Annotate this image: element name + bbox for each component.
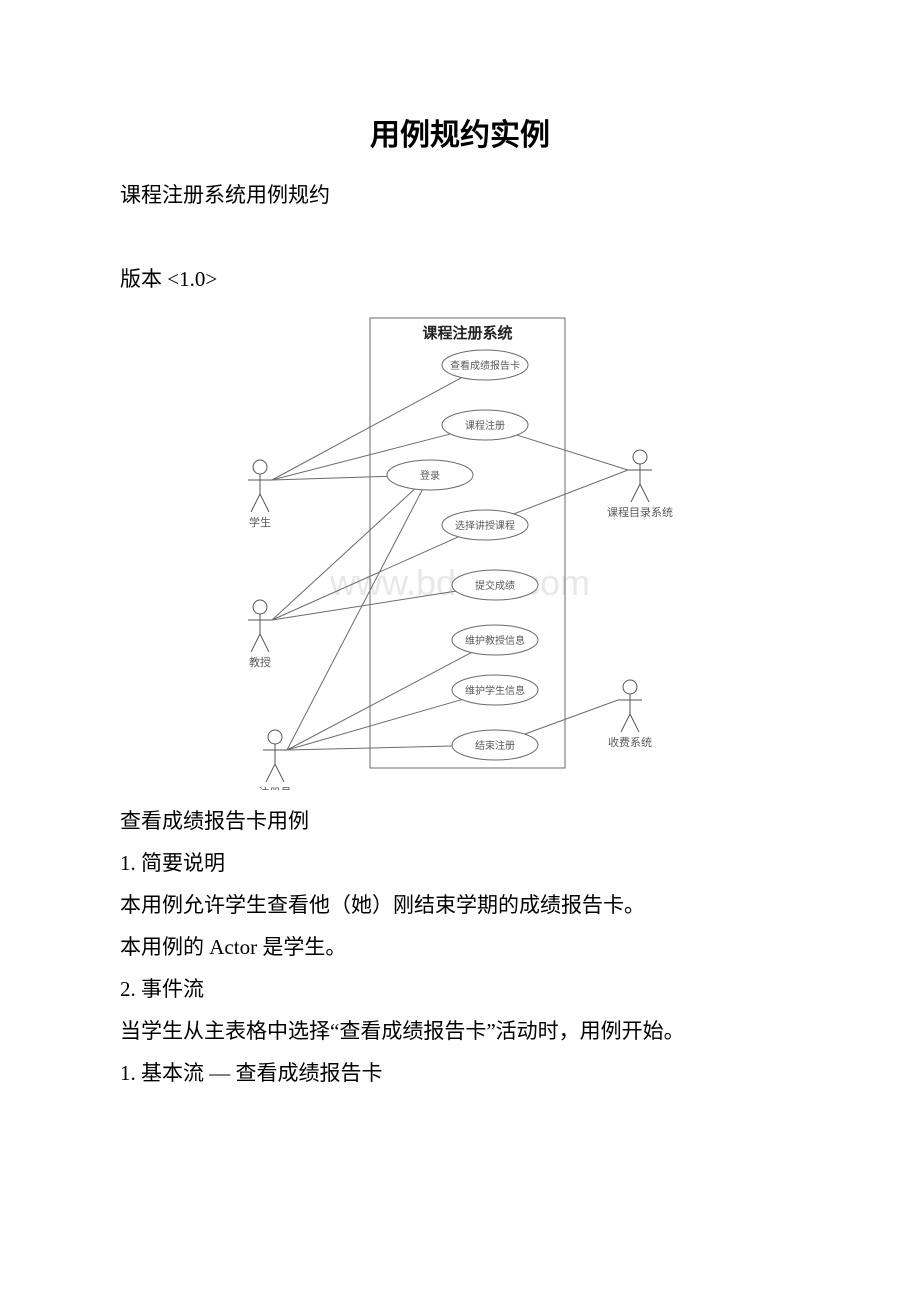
actor-label: 课程目录系统 xyxy=(607,506,673,519)
actor-label: 收费系统 xyxy=(608,735,652,749)
actor-student xyxy=(248,460,272,512)
paragraph: 当学生从主表格中选择“查看成绩报告卡”活动时，用例开始。 xyxy=(120,1010,800,1052)
actor-billing xyxy=(618,680,642,732)
usecase-label: 查看成绩报告卡 xyxy=(450,359,520,372)
assoc-line xyxy=(525,700,618,734)
paragraph: 本用例的 Actor 是学生。 xyxy=(120,926,800,968)
paragraph: 1. 基本流 — 查看成绩报告卡 xyxy=(120,1052,800,1094)
usecase-label: 结束注册 xyxy=(475,739,515,752)
usecase-label: 维护教授信息 xyxy=(465,634,525,647)
actor-registrar xyxy=(263,730,287,782)
usecase-label: 提交成绩 xyxy=(475,579,515,592)
actor-label: 学生 xyxy=(249,515,271,529)
usecase-label: 选择讲授课程 xyxy=(455,519,515,532)
page-title: 用例规约实例 xyxy=(120,110,800,154)
body-paragraphs: 查看成绩报告卡用例1. 简要说明本用例允许学生查看他（她）刚结束学期的成绩报告卡… xyxy=(120,800,800,1094)
paragraph: 2. 事件流 xyxy=(120,968,800,1010)
actor-catalog xyxy=(628,450,652,502)
actor-label: 注册员 xyxy=(259,785,292,790)
system-label: 课程注册系统 xyxy=(422,324,512,342)
subtitle: 课程注册系统用例规约 xyxy=(120,174,800,216)
usecase-diagram: www.bdocx.com课程注册系统查看成绩报告卡课程注册登录选择讲授课程提交… xyxy=(220,310,700,790)
document-page: 用例规约实例 课程注册系统用例规约 版本 <1.0> www.bdocx.com… xyxy=(0,0,920,1302)
assoc-line xyxy=(517,435,628,470)
actor-professor xyxy=(248,600,272,652)
assoc-line xyxy=(287,653,471,750)
paragraph: 查看成绩报告卡用例 xyxy=(120,800,800,842)
usecase-label: 课程注册 xyxy=(465,419,505,432)
version-line: 版本 <1.0> xyxy=(120,258,800,300)
usecase-label: 维护学生信息 xyxy=(465,684,525,697)
actor-label: 教授 xyxy=(249,655,271,669)
paragraph: 1. 简要说明 xyxy=(120,842,800,884)
usecase-label: 登录 xyxy=(420,469,440,482)
blank-line xyxy=(120,216,800,258)
paragraph: 本用例允许学生查看他（她）刚结束学期的成绩报告卡。 xyxy=(120,884,800,926)
assoc-line xyxy=(287,700,462,750)
assoc-line xyxy=(287,490,422,750)
